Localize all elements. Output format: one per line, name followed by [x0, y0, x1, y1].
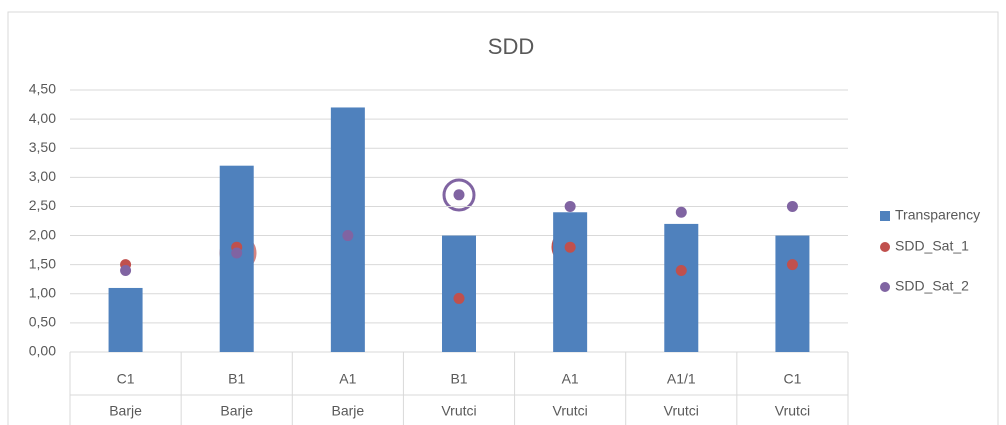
y-tick-label: 1,00 [29, 284, 56, 300]
point [342, 230, 354, 242]
x-group-label: Vrutci [553, 403, 588, 419]
y-tick-label: 3,00 [29, 168, 56, 184]
legend-swatch [880, 282, 890, 292]
y-tick-label: 1,50 [29, 255, 56, 271]
x-group-label: Barje [332, 403, 365, 419]
chart-frame [7, 11, 999, 425]
point [675, 206, 687, 218]
y-tick-label: 3,50 [29, 139, 56, 155]
point [786, 259, 798, 271]
legend-swatch [880, 211, 890, 221]
x-group-label: Barje [220, 403, 253, 419]
y-tick-label: 0,00 [29, 343, 56, 359]
point [231, 247, 243, 259]
point [564, 200, 576, 212]
x-tick-label: A1 [562, 371, 579, 387]
bar [219, 165, 254, 352]
y-tick-label: 4,00 [29, 110, 56, 126]
point [564, 241, 576, 253]
y-tick-label: 0,50 [29, 314, 56, 330]
point [120, 264, 132, 276]
x-group-label: Vrutci [441, 403, 476, 419]
legend-label: SDD_Sat_2 [895, 278, 969, 294]
x-tick-label: C1 [117, 371, 135, 387]
y-tick-label: 2,00 [29, 226, 56, 242]
legend-label: SDD_Sat_1 [895, 238, 969, 254]
point [453, 189, 465, 201]
x-tick-label: A1/1 [667, 371, 696, 387]
bar [553, 212, 588, 352]
x-tick-label: A1 [339, 371, 356, 387]
x-tick-label: B1 [228, 371, 245, 387]
x-group-label: Vrutci [775, 403, 810, 419]
x-group-label: Vrutci [664, 403, 699, 419]
bar [108, 287, 143, 352]
point [675, 264, 687, 276]
highlight-circle [442, 178, 476, 212]
x-tick-label: C1 [783, 371, 801, 387]
point [786, 200, 798, 212]
bar [775, 235, 810, 352]
x-tick-label: B1 [450, 371, 467, 387]
x-group-label: Barje [109, 403, 142, 419]
chart-title: SDD [488, 34, 534, 59]
bar [664, 223, 699, 352]
legend-label: Transparency [895, 207, 980, 223]
legend-swatch [880, 242, 890, 252]
bar [330, 107, 365, 352]
point [453, 292, 465, 304]
y-tick-label: 4,50 [29, 81, 56, 97]
y-tick-label: 2,50 [29, 197, 56, 213]
